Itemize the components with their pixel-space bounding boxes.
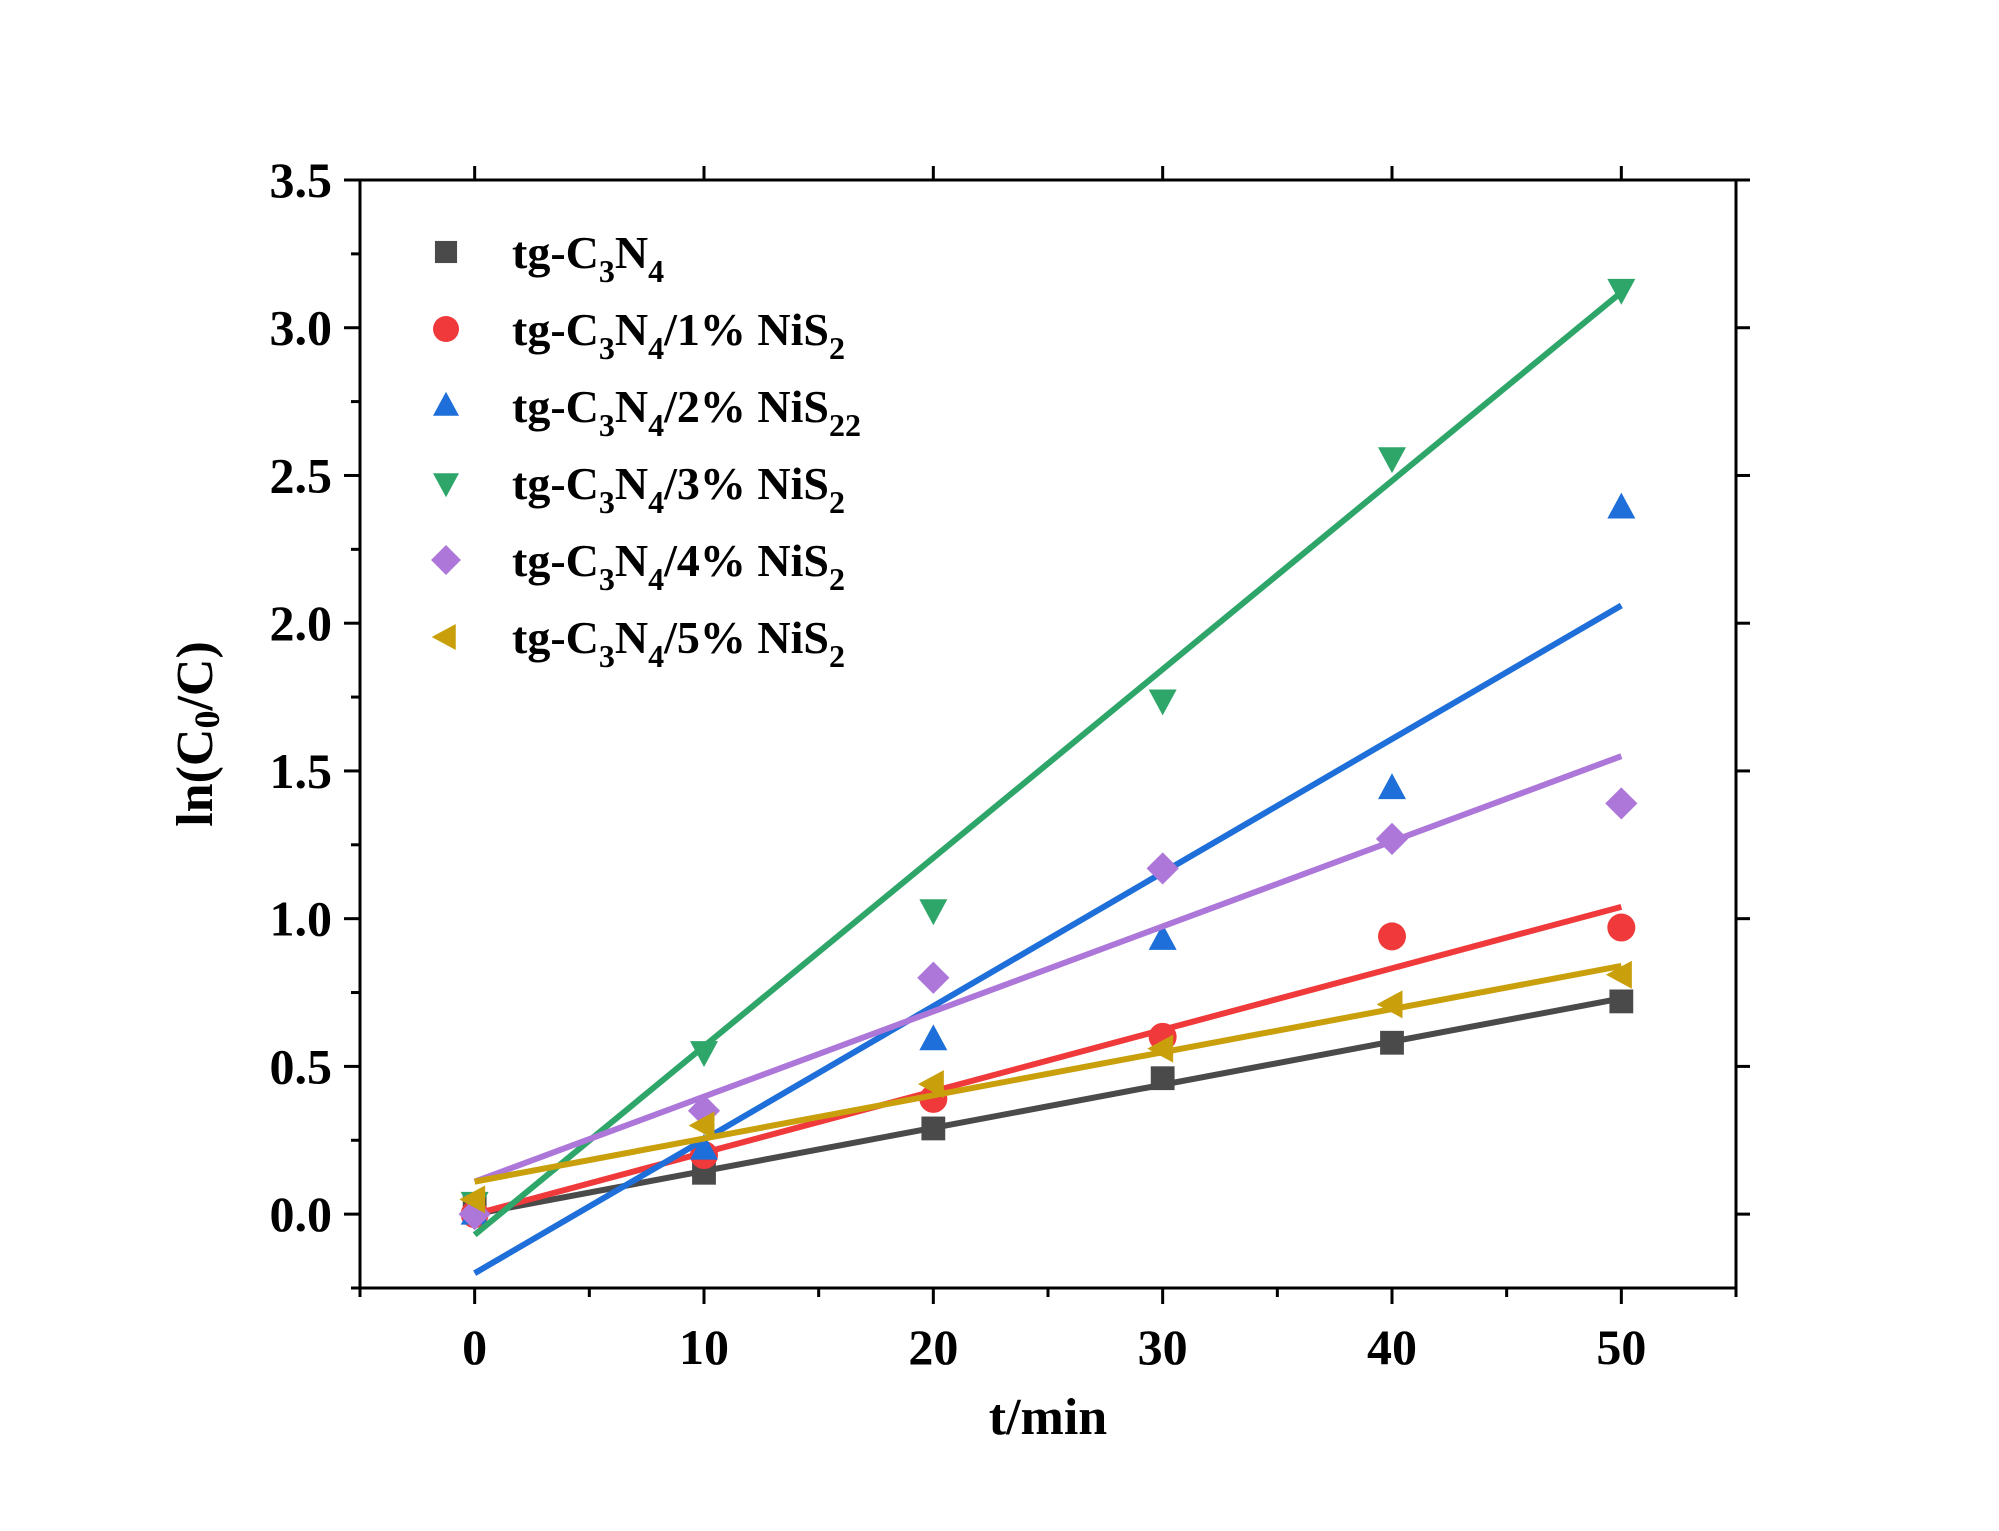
x-tick-label: 30 xyxy=(1138,1319,1188,1375)
legend-marker xyxy=(433,473,459,498)
fit-line-4 xyxy=(473,753,1623,1185)
legend-label: tg-C3N4/3% NiS2 xyxy=(512,458,845,520)
data-point-4-5 xyxy=(1605,787,1638,820)
data-point-5-2 xyxy=(917,1070,944,1099)
series-4 xyxy=(458,753,1638,1231)
x-tick-label: 0 xyxy=(462,1319,487,1375)
data-point-2-3 xyxy=(1148,923,1177,950)
y-axis-title-tail: /C) xyxy=(167,641,224,711)
series-2 xyxy=(460,492,1636,1276)
legend-entry-2: tg-C3N4/2% NiS22 xyxy=(433,381,861,443)
y-axis-title: ln(C0/C) xyxy=(167,641,227,827)
data-point-5-4 xyxy=(1376,990,1403,1019)
plot-area xyxy=(458,278,1638,1276)
data-point-2-1 xyxy=(690,1133,718,1160)
data-point-3-4 xyxy=(1378,447,1406,474)
y-tick-label: 2.5 xyxy=(270,447,333,503)
legend-marker xyxy=(431,624,456,650)
legend-entry-3: tg-C3N4/3% NiS2 xyxy=(433,458,845,520)
axis-titles: t/min ln(C0/C) xyxy=(167,641,1107,1446)
y-axis-title-sub: 0 xyxy=(187,711,227,729)
fit-line-1 xyxy=(473,903,1623,1218)
data-point-5-5 xyxy=(1605,960,1632,989)
fit-line-3 xyxy=(472,289,1624,1238)
legend-label: tg-C3N4/1% NiS2 xyxy=(512,304,845,366)
data-point-0-5 xyxy=(1609,989,1634,1014)
y-axis-title-base: ln(C xyxy=(167,729,224,827)
data-point-4-3 xyxy=(1146,852,1179,885)
fit-line-2 xyxy=(473,602,1623,1276)
x-tick-label: 40 xyxy=(1367,1319,1417,1375)
y-tick-label: 0.0 xyxy=(270,1186,333,1242)
series-5 xyxy=(459,960,1632,1214)
data-point-3-2 xyxy=(919,899,948,926)
legend-marker xyxy=(434,240,458,264)
y-tick-label: 2.0 xyxy=(270,595,333,651)
fit-line-5 xyxy=(474,962,1622,1185)
x-tick-label: 20 xyxy=(908,1319,958,1375)
y-tick-label: 0.5 xyxy=(270,1038,333,1094)
data-point-2-4 xyxy=(1378,773,1406,800)
data-point-1-5 xyxy=(1607,913,1636,942)
data-point-5-3 xyxy=(1147,1034,1174,1063)
x-tick-label: 10 xyxy=(679,1319,729,1375)
data-point-3-5 xyxy=(1607,278,1636,305)
y-tick-label: 3.5 xyxy=(270,152,333,208)
data-point-3-1 xyxy=(690,1041,718,1068)
x-axis-title: t/min xyxy=(989,1389,1108,1446)
data-point-4-1 xyxy=(687,1094,721,1127)
data-point-5-1 xyxy=(688,1111,715,1140)
legend-entry-0: tg-C3N4 xyxy=(434,227,664,289)
legend-entry-1: tg-C3N4/1% NiS2 xyxy=(433,304,845,366)
y-tick-label: 1.0 xyxy=(270,891,333,947)
legend-marker xyxy=(431,545,461,575)
legend-entry-5: tg-C3N4/5% NiS2 xyxy=(431,612,845,674)
data-point-3-3 xyxy=(1148,689,1177,716)
legend-entry-4: tg-C3N4/4% NiS2 xyxy=(431,535,845,597)
data-point-4-0 xyxy=(458,1198,491,1231)
legend-label: tg-C3N4 xyxy=(512,227,664,289)
data-point-1-4 xyxy=(1378,922,1406,951)
legend: tg-C3N4 tg-C3N4/1% NiS2 tg-C3N4/2% NiS22 tg… xyxy=(431,227,861,674)
data-point-4-4 xyxy=(1375,822,1409,855)
x-tick-label: 50 xyxy=(1596,1319,1646,1375)
data-point-2-5 xyxy=(1607,492,1636,519)
y-tick-label: 3.0 xyxy=(270,300,333,356)
legend-marker xyxy=(433,316,459,342)
data-point-0-4 xyxy=(1380,1030,1404,1055)
data-point-0-3 xyxy=(1150,1066,1175,1091)
legend-label: tg-C3N4/2% NiS22 xyxy=(512,381,861,443)
legend-label: tg-C3N4/4% NiS2 xyxy=(512,535,845,597)
data-point-4-2 xyxy=(917,961,950,994)
legend-marker xyxy=(433,391,459,416)
axes: 0 10 20 30 40 50 0.0 0.5 1.0 1.5 2.0 2.5 3.0 3.5 xyxy=(270,152,1750,1375)
fit-line-0 xyxy=(474,995,1622,1218)
data-point-0-2 xyxy=(921,1116,946,1141)
legend-label: tg-C3N4/5% NiS2 xyxy=(512,612,845,674)
y-tick-label: 1.5 xyxy=(270,743,333,799)
data-point-2-2 xyxy=(919,1024,948,1051)
data-point-5-0 xyxy=(459,1185,486,1214)
